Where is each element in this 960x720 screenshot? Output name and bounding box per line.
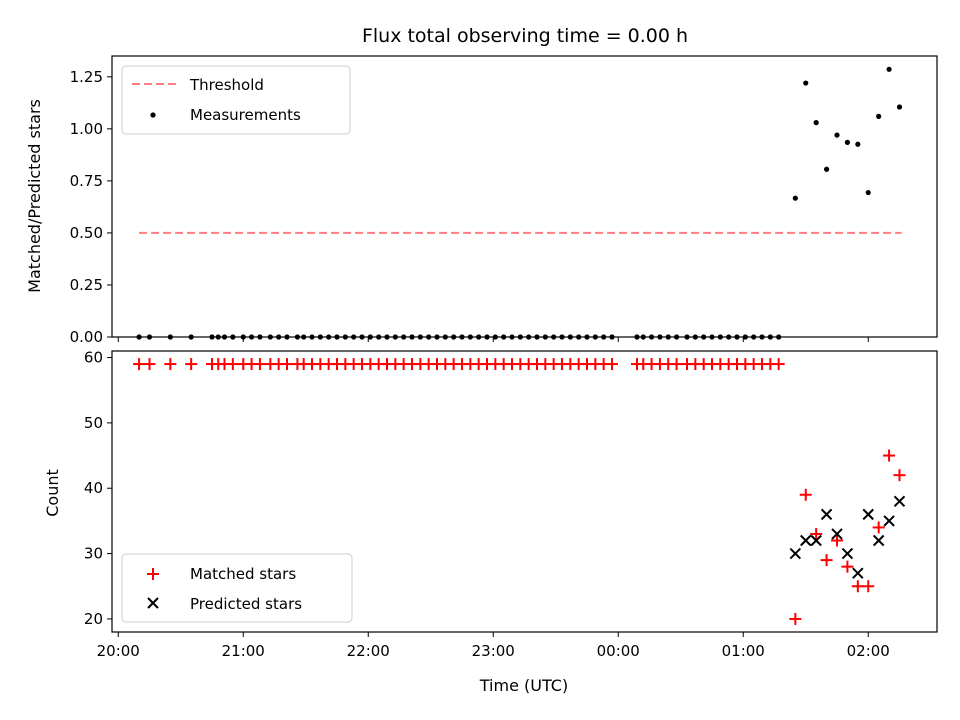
top-marks bbox=[136, 66, 903, 340]
predicted-point bbox=[810, 534, 822, 547]
bottom-y-tick-label: 40 bbox=[84, 479, 103, 497]
predicted-point-b bbox=[820, 508, 833, 521]
matched-point bbox=[872, 521, 885, 534]
predicted-point-b bbox=[831, 528, 843, 540]
matched-point bbox=[133, 358, 146, 371]
predicted-point-b bbox=[862, 508, 874, 521]
matched-point bbox=[253, 358, 266, 371]
predicted-point-b bbox=[800, 534, 812, 547]
predicted-point-b bbox=[883, 515, 895, 527]
top-y-tick-label: 1.25 bbox=[70, 68, 103, 86]
x-tick-label: 22:00 bbox=[347, 642, 390, 660]
top-y-tick-label: 0.00 bbox=[70, 328, 103, 346]
predicted-point bbox=[883, 515, 895, 527]
predicted-point-b bbox=[810, 534, 822, 547]
chart-title: Flux total observing time = 0.00 h bbox=[362, 25, 688, 47]
top-y-tick-label: 1.00 bbox=[70, 120, 103, 138]
predicted-point bbox=[841, 547, 854, 560]
predicted-point-b bbox=[872, 534, 885, 547]
matched-point bbox=[185, 358, 198, 371]
predicted-point bbox=[893, 495, 906, 508]
matched-point bbox=[799, 488, 812, 501]
bottom-y-axis-label: Count bbox=[43, 469, 62, 517]
matched-point bbox=[810, 527, 823, 540]
measurement-point bbox=[834, 132, 840, 138]
measurement-point bbox=[803, 80, 809, 86]
predicted-point bbox=[831, 528, 843, 540]
measurement-point bbox=[823, 166, 830, 172]
x-tick-label: 00:00 bbox=[597, 642, 640, 660]
bottom-legend: Matched stars Predicted stars bbox=[121, 553, 353, 623]
measurement-point bbox=[896, 104, 903, 110]
predicted-point bbox=[820, 508, 833, 521]
predicted-point-b bbox=[789, 547, 802, 560]
matched-point bbox=[820, 554, 833, 567]
measurement-point bbox=[844, 139, 851, 145]
measurement-point bbox=[886, 66, 892, 72]
top-panel: Flux total observing time = 0.00 h Match… bbox=[25, 25, 938, 346]
matched-point bbox=[893, 469, 906, 482]
matched-point bbox=[670, 358, 683, 371]
predicted-point bbox=[862, 508, 874, 521]
threshold-legend-label: Threshold bbox=[189, 76, 264, 94]
top-legend-box bbox=[121, 65, 351, 135]
x-axis-label: Time (UTC) bbox=[479, 676, 568, 695]
top-plot-frame bbox=[111, 55, 938, 338]
measurement-point bbox=[855, 141, 861, 147]
bottom-panel: Count Time (UTC) 20 30 40 50 60 20:00 21:00 22:… bbox=[43, 349, 938, 695]
predicted-point bbox=[800, 534, 812, 547]
top-y-tick-label: 0.75 bbox=[70, 172, 103, 190]
matched-point bbox=[281, 358, 293, 371]
matched-point bbox=[841, 560, 854, 573]
matched-point bbox=[883, 449, 896, 462]
bottom-y-tick-label: 30 bbox=[84, 545, 103, 563]
bottom-y-tick-label: 60 bbox=[84, 349, 103, 367]
matched-legend-label: Matched stars bbox=[190, 565, 296, 583]
bottom-legend-box bbox=[121, 553, 353, 623]
x-tick-label: 20:00 bbox=[97, 642, 140, 660]
predicted-point bbox=[872, 534, 885, 547]
matched-point bbox=[862, 580, 875, 593]
bottom-y-tick-label: 20 bbox=[84, 610, 103, 628]
x-tick-label: 23:00 bbox=[472, 642, 515, 660]
measurements-legend-swatch bbox=[150, 112, 156, 118]
predicted-point-b bbox=[852, 567, 864, 579]
top-legend: Threshold Measurements bbox=[121, 65, 351, 135]
matched-point bbox=[831, 534, 843, 547]
bottom-y-tick-label: 50 bbox=[84, 414, 103, 432]
bottom-plot-frame bbox=[111, 350, 938, 633]
predicted-legend-label: Predicted stars bbox=[190, 595, 302, 613]
predicted-legend-swatch bbox=[147, 597, 159, 609]
measurement-point bbox=[865, 189, 871, 196]
matched-point bbox=[606, 358, 618, 371]
matched-point bbox=[226, 358, 239, 371]
bottom-ticks: 20 30 40 50 60 20:00 21:00 22:00 23:00 00:00 01:00… bbox=[84, 349, 890, 660]
x-tick-label: 21:00 bbox=[222, 642, 265, 660]
predicted-point bbox=[852, 567, 864, 579]
matched-point bbox=[143, 358, 156, 371]
top-ticks: 0.00 0.25 0.50 0.75 1.00 1.25 bbox=[70, 68, 869, 346]
bottom-marks bbox=[133, 358, 906, 625]
x-tick-label: 02:00 bbox=[847, 642, 890, 660]
matched-point bbox=[851, 580, 864, 593]
top-y-axis-label: Matched/Predicted stars bbox=[25, 99, 44, 293]
matched-point bbox=[789, 612, 802, 625]
measurement-point bbox=[813, 120, 819, 126]
matched-point bbox=[164, 358, 177, 371]
matched-legend-swatch bbox=[147, 568, 159, 580]
predicted-point-b bbox=[841, 547, 854, 560]
measurement-point bbox=[792, 195, 798, 201]
predicted-point bbox=[789, 547, 802, 560]
top-y-tick-label: 0.50 bbox=[70, 224, 103, 242]
measurement-point bbox=[876, 113, 882, 119]
measurements-legend-label: Measurements bbox=[190, 106, 301, 124]
x-tick-label: 01:00 bbox=[722, 642, 765, 660]
matched-point bbox=[772, 358, 785, 371]
predicted-point-b bbox=[893, 495, 906, 508]
top-y-tick-label: 0.25 bbox=[70, 276, 103, 294]
